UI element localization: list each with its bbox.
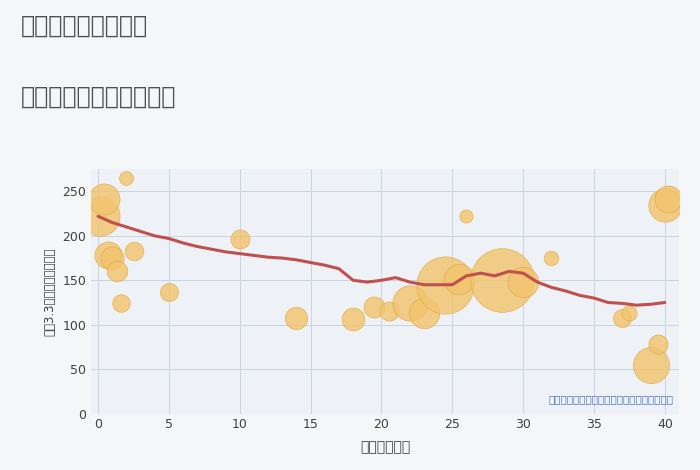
Text: 東京都板橋区泉町の: 東京都板橋区泉町の	[21, 14, 148, 38]
Point	[617, 314, 628, 321]
Text: 円の大きさは、取引のあった物件面積を示す: 円の大きさは、取引のあった物件面積を示す	[548, 394, 673, 404]
Point	[404, 299, 415, 306]
Point	[128, 247, 139, 255]
Point	[98, 195, 109, 202]
Point	[290, 314, 302, 321]
Point	[102, 251, 113, 259]
Point	[347, 315, 358, 322]
Y-axis label: 坪（3.3㎡）単価（万円）: 坪（3.3㎡）単価（万円）	[43, 247, 57, 336]
Point	[163, 288, 174, 296]
Text: 築年数別中古戸建て価格: 築年数別中古戸建て価格	[21, 85, 176, 109]
Point	[111, 267, 122, 275]
Point	[624, 309, 635, 317]
Point	[454, 275, 465, 282]
Point	[116, 299, 127, 306]
Point	[234, 235, 246, 242]
Point	[652, 341, 664, 348]
Point	[461, 212, 472, 220]
Point	[662, 195, 673, 202]
Point	[440, 281, 451, 289]
Point	[517, 278, 528, 286]
Point	[419, 309, 430, 317]
Point	[94, 212, 106, 220]
Point	[659, 201, 671, 209]
Point	[645, 361, 657, 368]
Point	[369, 303, 380, 311]
Point	[496, 276, 507, 284]
Point	[121, 174, 132, 182]
Point	[383, 307, 394, 314]
Point	[546, 254, 557, 262]
X-axis label: 築年数（年）: 築年数（年）	[360, 440, 410, 454]
Point	[106, 254, 118, 262]
